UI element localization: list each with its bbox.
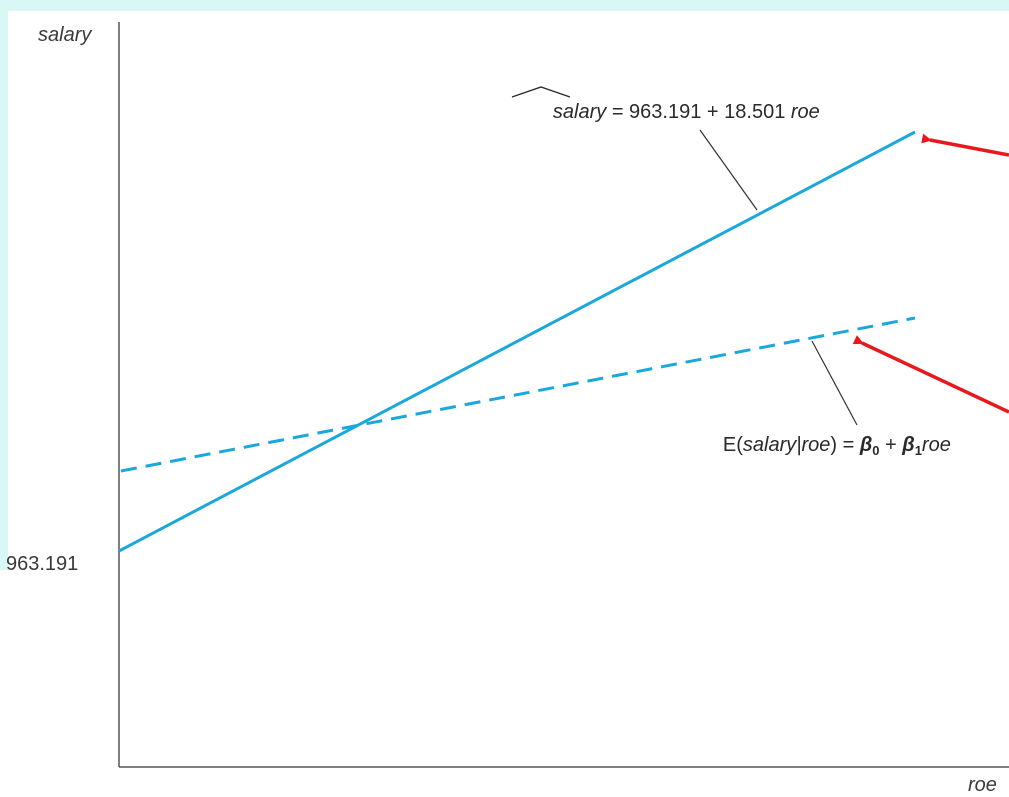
fitted-eq-lhs: salary xyxy=(553,101,607,123)
left-band xyxy=(0,0,8,570)
hat-accent xyxy=(511,86,571,98)
pop-eq-cond: salary|roe xyxy=(743,434,830,456)
svg-text:salary = 963.191 + 18.501 roe: salary = 963.191 + 18.501 roe xyxy=(514,101,848,123)
pop-eq-e: E( xyxy=(723,434,743,456)
pop-eq-beta1-sub: 1 xyxy=(915,443,922,458)
y-tick-label-intercept: 963.191 xyxy=(6,553,78,575)
fitted-leader-line xyxy=(699,129,758,211)
pop-eq-beta0-sub: 0 xyxy=(872,443,879,458)
top-band xyxy=(0,0,1009,11)
annotation-arrow-fitted xyxy=(921,133,1009,157)
fitted-equation-label: salary = 963.191 + 18.501 roe xyxy=(511,86,848,123)
x-axis-label: roe xyxy=(968,774,997,796)
population-equation-label: E(salary|roe) = β0 + β1roe xyxy=(684,434,979,458)
annotation-arrow-population xyxy=(852,335,1009,414)
fitted-eq-middle: = 963.191 + 18.501 xyxy=(606,101,791,123)
population-leader-line xyxy=(811,340,858,426)
y-axis-label: salary xyxy=(38,24,92,46)
population-line xyxy=(120,316,916,473)
fitted-line xyxy=(118,130,916,553)
pop-eq-beta0: β xyxy=(859,434,872,456)
pop-eq-beta1: β xyxy=(901,434,914,456)
pop-eq-var: roe xyxy=(922,434,951,456)
fitted-eq-var: roe xyxy=(791,101,820,123)
svg-text:E(salary|roe) = β0 + β1roe: E(salary|roe) = β0 + β1roe xyxy=(684,434,979,458)
pop-eq-plus: + xyxy=(879,434,902,456)
pop-eq-close: ) = xyxy=(830,434,859,456)
